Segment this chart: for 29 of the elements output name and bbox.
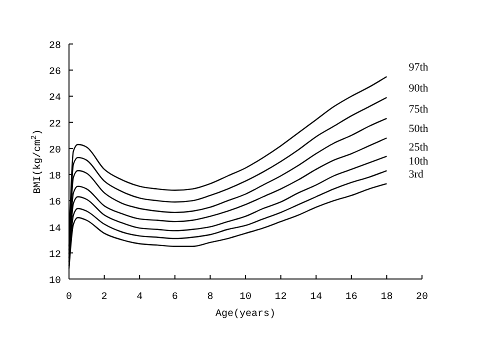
text: 25th <box>408 141 429 154</box>
text: 90th <box>408 82 429 95</box>
x-tick-label: 2 <box>101 292 108 303</box>
y-tick-label: 28 <box>48 41 61 52</box>
text: 97th <box>408 62 429 74</box>
x-tick-label: 20 <box>416 292 428 303</box>
x-tick-label: 14 <box>310 292 322 303</box>
x-tick-label: 16 <box>345 292 358 303</box>
y-tick-label: 14 <box>48 224 61 235</box>
y-tick-label: 16 <box>48 198 61 209</box>
x-tick-label: 10 <box>239 292 252 303</box>
x-tick-label: 6 <box>172 292 178 303</box>
text: 10th <box>408 156 429 168</box>
x-tick-label: 4 <box>136 292 143 303</box>
y-tick-label: 18 <box>48 172 61 183</box>
x-axis-title: Age(years) <box>215 308 276 320</box>
y-tick-label: 10 <box>48 276 61 287</box>
y-tick-label: 26 <box>48 67 61 78</box>
x-tick-label: 12 <box>274 292 287 303</box>
y-tick-label: 24 <box>48 93 61 104</box>
x-tick-label: 8 <box>207 292 214 303</box>
text: 75th <box>408 103 429 116</box>
y-tick-label: 12 <box>48 250 61 261</box>
y-tick-label: 20 <box>48 145 61 156</box>
x-tick-label: 0 <box>66 292 72 303</box>
x-tick-label: 18 <box>380 292 393 303</box>
text: 3rd <box>408 168 424 181</box>
y-tick-label: 22 <box>48 119 61 130</box>
text: 50th <box>408 123 429 135</box>
